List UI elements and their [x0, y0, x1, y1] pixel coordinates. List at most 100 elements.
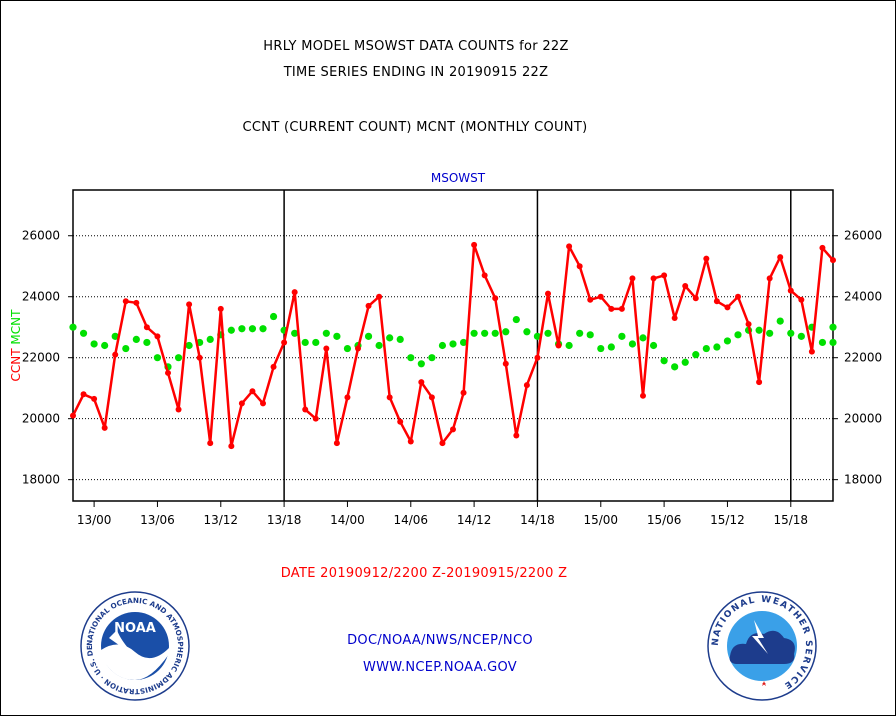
data-point-mcnt — [407, 354, 415, 362]
data-point-mcnt — [333, 332, 341, 340]
data-point-mcnt — [586, 331, 594, 339]
chart-title-line3: CCNT (CURRENT COUNT) MCNT (MONTHLY COUNT… — [242, 120, 588, 135]
x-tick-label: 15/06 — [647, 513, 682, 527]
data-point-ccnt — [91, 395, 98, 402]
data-point-mcnt — [681, 358, 689, 366]
data-point-mcnt — [470, 329, 478, 337]
data-point-mcnt — [723, 337, 732, 345]
data-point-mcnt — [512, 315, 520, 324]
data-point-ccnt — [175, 406, 182, 413]
data-point-mcnt — [660, 357, 668, 365]
x-tick-label: 15/00 — [583, 513, 618, 527]
data-point-mcnt — [597, 344, 605, 353]
data-point-ccnt — [756, 379, 763, 386]
data-point-mcnt — [713, 343, 721, 351]
x-tick-label: 14/00 — [330, 513, 365, 527]
data-point-ccnt — [798, 296, 805, 303]
data-point-ccnt — [428, 394, 435, 401]
data-point-ccnt — [545, 290, 551, 297]
footer-url[interactable]: WWW.NCEP.NOAA.GOV — [362, 660, 518, 675]
data-point-ccnt — [703, 255, 710, 262]
data-point-ccnt — [344, 394, 351, 401]
data-point-mcnt — [829, 323, 837, 331]
data-point-mcnt — [818, 338, 827, 347]
data-point-mcnt — [576, 329, 584, 337]
data-point-ccnt — [713, 298, 720, 305]
data-point-mcnt — [69, 323, 77, 331]
nws-logo: NATIONAL WEATHER SERVICE — [707, 591, 817, 701]
data-point-ccnt — [143, 324, 150, 331]
x-tick-label: 14/12 — [457, 513, 492, 527]
data-point-mcnt — [291, 329, 299, 337]
data-point-ccnt — [682, 283, 689, 290]
y-tick-label-left: 26000 — [22, 229, 60, 243]
data-point-ccnt — [502, 360, 509, 367]
data-point-mcnt — [829, 338, 837, 347]
x-tick-label: 13/06 — [140, 513, 175, 527]
data-point-mcnt — [533, 332, 542, 340]
data-point-ccnt — [365, 302, 372, 309]
data-point-ccnt — [724, 304, 731, 311]
data-point-mcnt — [269, 312, 278, 321]
data-point-ccnt — [312, 415, 319, 422]
data-point-ccnt — [513, 432, 520, 439]
data-point-ccnt — [238, 400, 245, 407]
data-point-ccnt — [217, 305, 224, 312]
y-tick-label-right: 26000 — [844, 229, 882, 243]
data-point-ccnt — [671, 315, 678, 322]
date-range-label: DATE 20190912/2200 Z-20190915/2200 Z — [280, 566, 568, 581]
data-point-mcnt — [364, 332, 373, 340]
data-point-mcnt — [766, 329, 774, 337]
data-point-ccnt — [735, 293, 741, 300]
data-point-mcnt — [227, 326, 235, 334]
data-point-ccnt — [650, 275, 657, 282]
data-point-ccnt — [766, 275, 773, 282]
data-point-ccnt — [830, 257, 836, 264]
data-point-ccnt — [249, 388, 256, 395]
data-point-mcnt — [544, 329, 552, 337]
data-point-mcnt — [618, 332, 626, 340]
data-point-mcnt — [238, 325, 246, 333]
x-tick-label: 13/00 — [77, 513, 112, 527]
data-point-mcnt — [396, 335, 404, 344]
data-point-mcnt — [565, 341, 573, 350]
data-point-mcnt — [649, 341, 658, 350]
x-tick-label: 15/18 — [773, 513, 808, 527]
data-point-ccnt — [576, 263, 583, 270]
y-tick-label-left: 18000 — [22, 473, 60, 487]
x-tick-label: 15/12 — [710, 513, 745, 527]
data-point-mcnt — [90, 340, 98, 348]
data-point-ccnt — [819, 244, 826, 251]
data-point-ccnt — [808, 348, 815, 355]
footer-org: DOC/NOAA/NWS/NCEP/NCO — [347, 633, 533, 648]
data-point-mcnt — [312, 338, 320, 347]
y-axis-label: CCNT MCNT — [9, 309, 23, 382]
data-point-mcnt — [628, 340, 637, 348]
data-point-ccnt — [777, 254, 784, 261]
data-point-ccnt — [492, 295, 499, 302]
data-point-ccnt — [333, 440, 340, 447]
data-point-mcnt — [375, 341, 383, 350]
data-point-ccnt — [101, 424, 108, 431]
data-point-ccnt — [70, 412, 76, 419]
data-point-mcnt — [755, 326, 763, 334]
data-point-mcnt — [607, 343, 615, 351]
data-point-ccnt — [618, 305, 625, 312]
data-point-ccnt — [386, 394, 393, 401]
x-tick-label: 14/06 — [393, 513, 428, 527]
data-point-mcnt — [491, 329, 499, 337]
y-tick-label-right: 24000 — [844, 290, 882, 304]
data-point-ccnt — [186, 301, 193, 308]
data-point-mcnt — [787, 329, 795, 337]
data-point-ccnt — [207, 440, 214, 447]
data-point-ccnt — [281, 339, 288, 346]
data-point-mcnt — [122, 344, 130, 353]
data-point-mcnt — [185, 341, 193, 350]
data-point-ccnt — [534, 354, 541, 361]
data-point-ccnt — [165, 369, 171, 376]
data-point-mcnt — [206, 335, 214, 344]
data-point-mcnt — [79, 329, 88, 337]
data-point-ccnt — [122, 298, 129, 305]
data-point-mcnt — [449, 340, 457, 348]
data-point-ccnt — [323, 345, 330, 352]
